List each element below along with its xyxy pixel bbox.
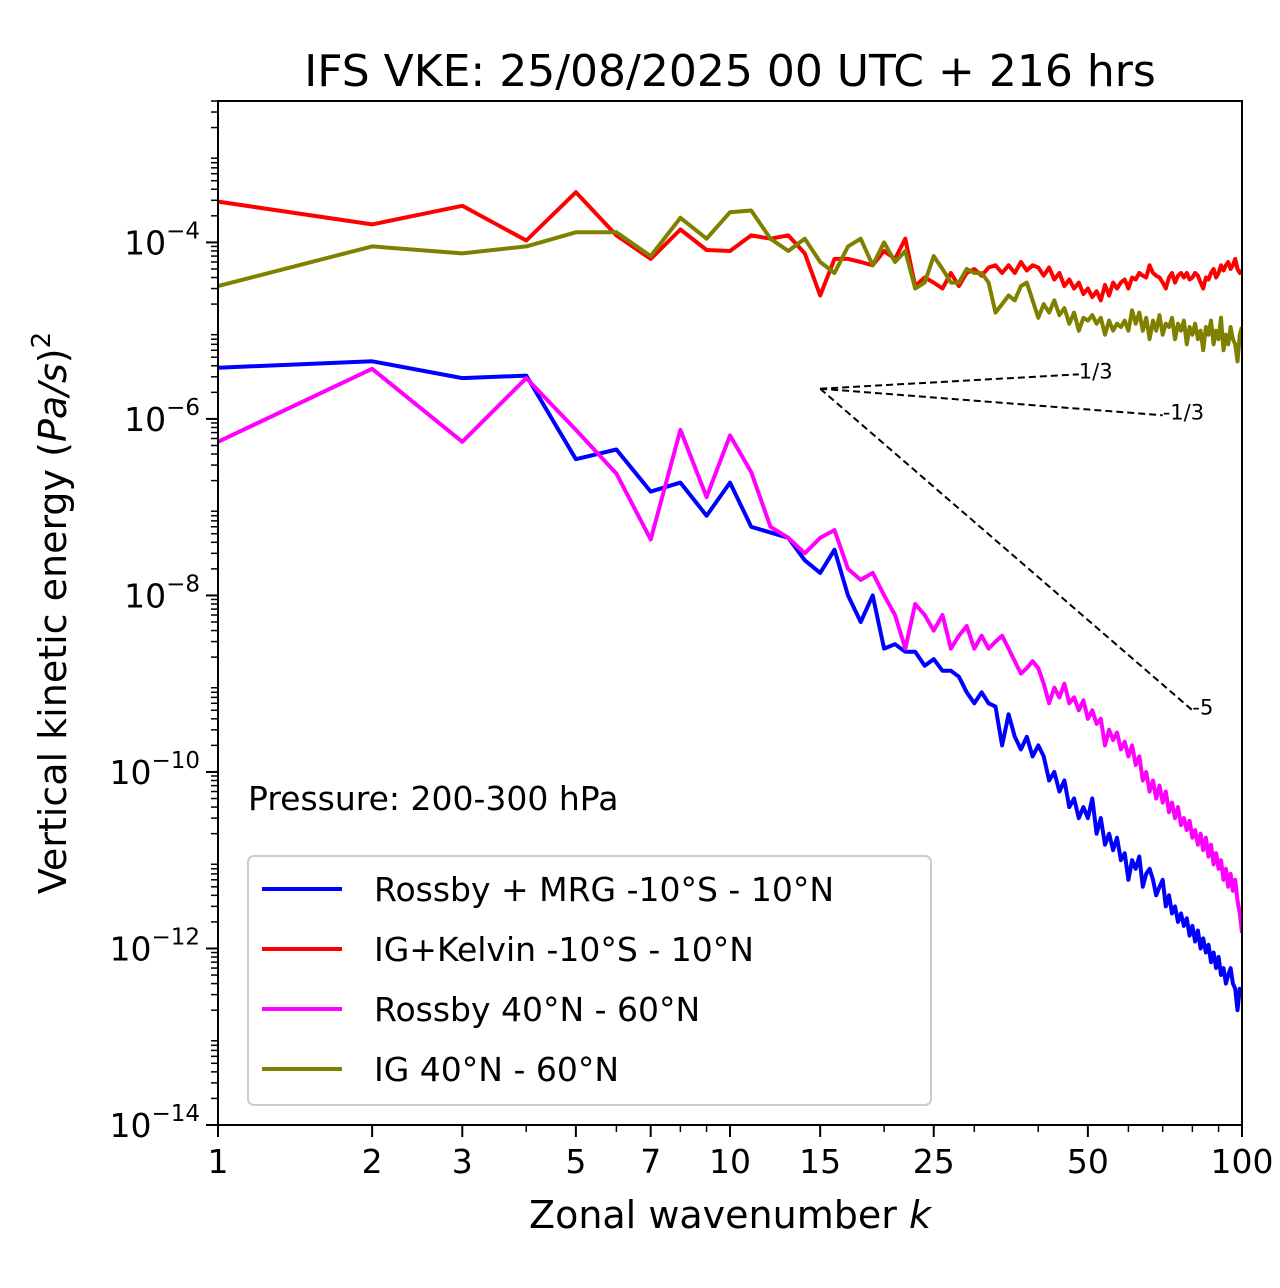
- y-axis-label-exponent: 2: [27, 332, 57, 349]
- series-group: [218, 190, 1242, 1013]
- y-axis-label-var: Pa/s: [31, 363, 75, 442]
- y-tick-label: 10−4: [124, 218, 200, 262]
- y-tick-label: 10−12: [109, 924, 200, 968]
- slope-line-1: [820, 387, 1163, 417]
- legend-label-2: Rossby 40°N - 60°N: [374, 990, 700, 1029]
- x-tick-label: 2: [362, 1142, 383, 1181]
- slope-label-2: -5: [1192, 695, 1213, 719]
- x-axis-label: Zonal wavenumber k: [529, 1193, 933, 1237]
- x-tick-label: 50: [1067, 1142, 1109, 1181]
- x-tick-label: 25: [913, 1142, 955, 1181]
- chart-title: IFS VKE: 25/08/2025 00 UTC + 216 hrs: [304, 46, 1156, 97]
- slope-label-1: -1/3: [1163, 400, 1204, 424]
- y-tick-label: 10−14: [109, 1101, 200, 1145]
- x-axis-label-text: Zonal wavenumber: [529, 1193, 909, 1237]
- legend-label-3: IG 40°N - 60°N: [374, 1050, 619, 1089]
- x-tick-label: 7: [640, 1142, 661, 1181]
- series-line-3: [218, 208, 1242, 364]
- legend: Rossby + MRG -10°S - 10°N IG+Kelvin -10°S…: [247, 855, 932, 1106]
- x-tick-label: 15: [799, 1142, 841, 1181]
- y-tick-label: 10−10: [109, 748, 200, 792]
- legend-label-1: IG+Kelvin -10°S - 10°N: [374, 930, 754, 969]
- slope-line-0: [820, 373, 1079, 390]
- x-tick-label: 100: [1211, 1142, 1274, 1181]
- y-tick-label: 10−6: [124, 395, 200, 439]
- legend-label-0: Rossby + MRG -10°S - 10°N: [374, 870, 834, 909]
- x-axis-label-var: k: [909, 1193, 933, 1237]
- y-axis: 10−4 10−6 10−8 10−10 10−12 10−14: [109, 100, 218, 1145]
- series-line-0: [218, 359, 1242, 1013]
- x-tick-label: 5: [565, 1142, 586, 1181]
- legend-frame: [247, 855, 932, 1106]
- reference-lines: 1/3 -1/3 -5: [819, 359, 1213, 719]
- y-tick-label: 10−8: [124, 571, 200, 615]
- y-axis-label-close: ): [31, 348, 75, 363]
- x-tick-label: 1: [208, 1142, 229, 1181]
- slope-line-2: [819, 387, 1194, 712]
- y-axis-label-text: Vertical kinetic energy (: [31, 442, 75, 894]
- y-axis-label: Vertical kinetic energy (Pa/s)2: [27, 332, 75, 894]
- x-tick-label: 10: [709, 1142, 751, 1181]
- slope-label-0: 1/3: [1079, 359, 1113, 383]
- x-axis: 1 2 3 5 7 10 15 25 50 100: [208, 1125, 1274, 1181]
- x-tick-label: 3: [452, 1142, 473, 1181]
- series-line-2: [218, 366, 1242, 934]
- series-line-1: [218, 190, 1242, 303]
- pressure-annotation: Pressure: 200-300 hPa: [248, 779, 618, 818]
